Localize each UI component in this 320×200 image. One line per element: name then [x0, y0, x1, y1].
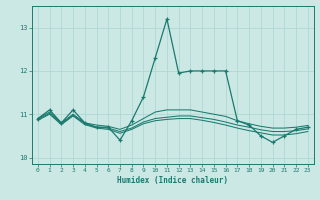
X-axis label: Humidex (Indice chaleur): Humidex (Indice chaleur) — [117, 176, 228, 185]
